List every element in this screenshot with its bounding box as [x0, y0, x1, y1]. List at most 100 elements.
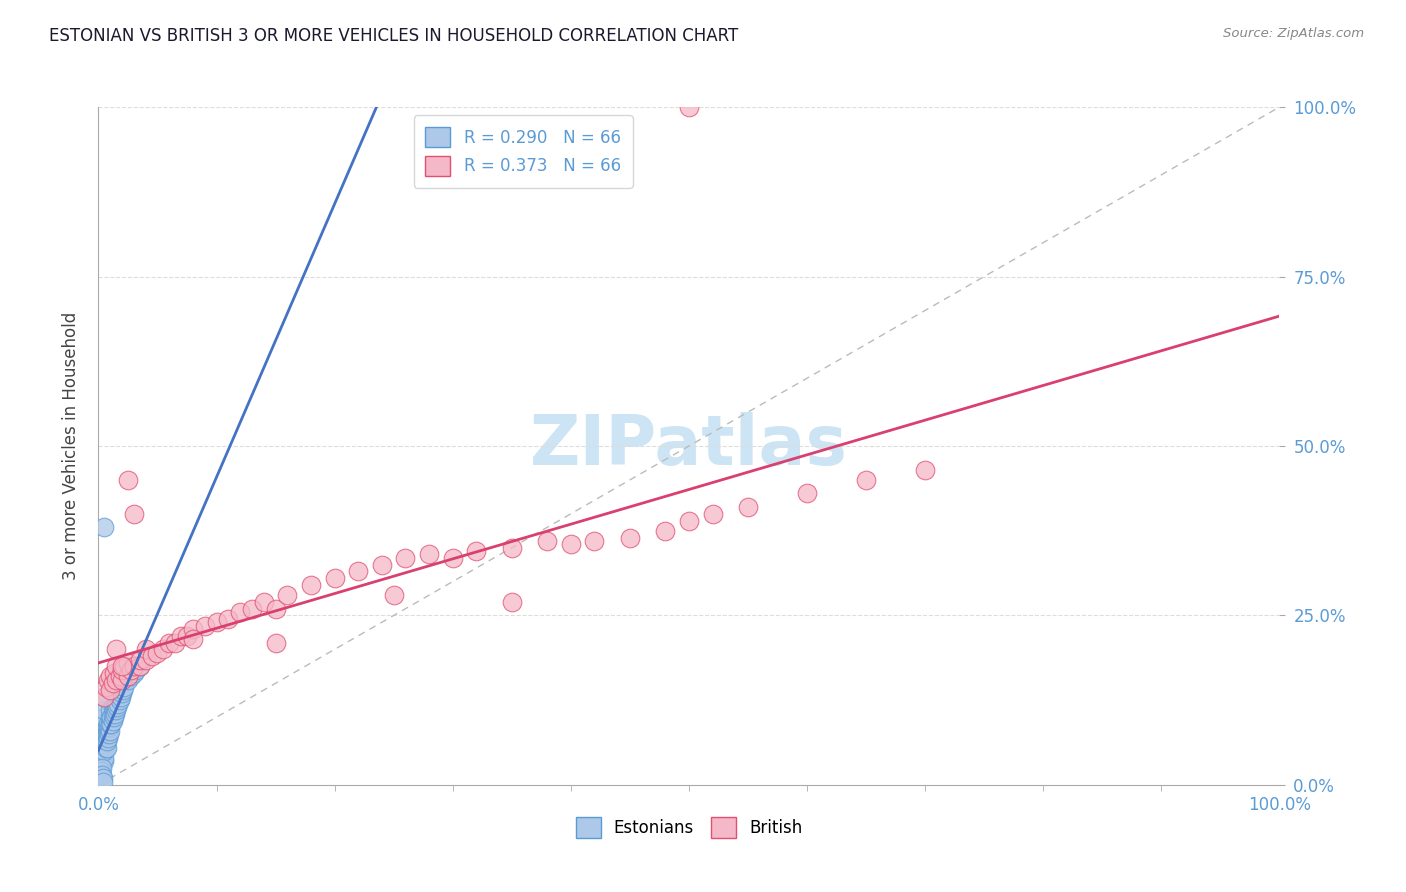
Point [108, 693, 131, 707]
Point [101, 700, 124, 714]
Point [737, 500, 759, 514]
Point [101, 706, 124, 721]
Point [94, 727, 117, 741]
Point [103, 703, 125, 717]
Point [107, 697, 129, 711]
Point [98, 669, 121, 683]
Point [96, 740, 118, 755]
Y-axis label: 3 or more Vehicles in Household: 3 or more Vehicles in Household [62, 312, 80, 580]
Point [104, 700, 127, 714]
Point [914, 463, 936, 477]
Point [98, 727, 121, 741]
Point [117, 673, 139, 687]
Point [91, 740, 114, 755]
Point [91, 761, 114, 775]
Point [100, 717, 122, 731]
Point [217, 612, 239, 626]
Point [104, 706, 127, 721]
Point [111, 686, 134, 700]
Point [98, 723, 121, 738]
Point [98, 703, 121, 717]
Point [536, 533, 558, 548]
Point [91, 731, 114, 745]
Point [97, 673, 120, 687]
Point [654, 524, 676, 538]
Point [103, 710, 125, 724]
Point [128, 652, 150, 666]
Point [394, 550, 416, 565]
Point [103, 666, 125, 681]
Point [855, 473, 877, 487]
Point [560, 537, 582, 551]
Point [678, 514, 700, 528]
Point [96, 720, 118, 734]
Point [111, 663, 134, 677]
Point [98, 710, 121, 724]
Point [91, 737, 114, 751]
Point [91, 768, 114, 782]
Point [105, 642, 128, 657]
Point [91, 751, 114, 765]
Point [121, 663, 143, 677]
Point [93, 731, 115, 745]
Point [157, 635, 180, 649]
Point [112, 680, 135, 694]
Point [91, 731, 114, 745]
Point [97, 717, 120, 731]
Point [100, 710, 122, 724]
Point [91, 771, 114, 785]
Point [253, 595, 276, 609]
Point [165, 635, 187, 649]
Text: ZIPatlas: ZIPatlas [530, 412, 848, 480]
Point [205, 615, 228, 630]
Point [702, 507, 724, 521]
Point [91, 734, 114, 748]
Point [583, 533, 606, 548]
Point [146, 646, 169, 660]
Point [121, 669, 143, 683]
Point [96, 727, 118, 741]
Point [181, 622, 204, 636]
Point [97, 731, 120, 745]
Point [152, 642, 174, 657]
Point [96, 734, 118, 748]
Point [105, 703, 128, 717]
Point [229, 605, 252, 619]
Point [170, 629, 193, 643]
Point [264, 635, 287, 649]
Point [101, 676, 124, 690]
Point [91, 774, 114, 789]
Point [122, 666, 145, 681]
Point [98, 683, 121, 698]
Point [93, 703, 115, 717]
Point [141, 649, 163, 664]
Point [93, 754, 115, 768]
Point [194, 618, 217, 632]
Point [105, 659, 128, 673]
Point [98, 720, 121, 734]
Point [111, 659, 134, 673]
Point [110, 690, 132, 704]
Point [93, 710, 115, 724]
Point [112, 659, 135, 673]
Point [264, 601, 287, 615]
Point [93, 520, 115, 534]
Point [176, 629, 198, 643]
Point [91, 747, 114, 762]
Point [441, 550, 464, 565]
Point [501, 541, 523, 555]
Point [112, 683, 135, 698]
Point [93, 690, 115, 704]
Point [347, 565, 370, 579]
Point [128, 659, 150, 673]
Point [418, 548, 440, 562]
Text: ESTONIAN VS BRITISH 3 OR MORE VEHICLES IN HOUSEHOLD CORRELATION CHART: ESTONIAN VS BRITISH 3 OR MORE VEHICLES I… [49, 27, 738, 45]
Point [122, 659, 145, 673]
Point [90, 747, 112, 762]
Point [128, 659, 150, 673]
Point [93, 737, 115, 751]
Legend: Estonians, British: Estonians, British [569, 811, 808, 845]
Point [135, 642, 157, 657]
Point [678, 100, 700, 114]
Point [93, 751, 115, 765]
